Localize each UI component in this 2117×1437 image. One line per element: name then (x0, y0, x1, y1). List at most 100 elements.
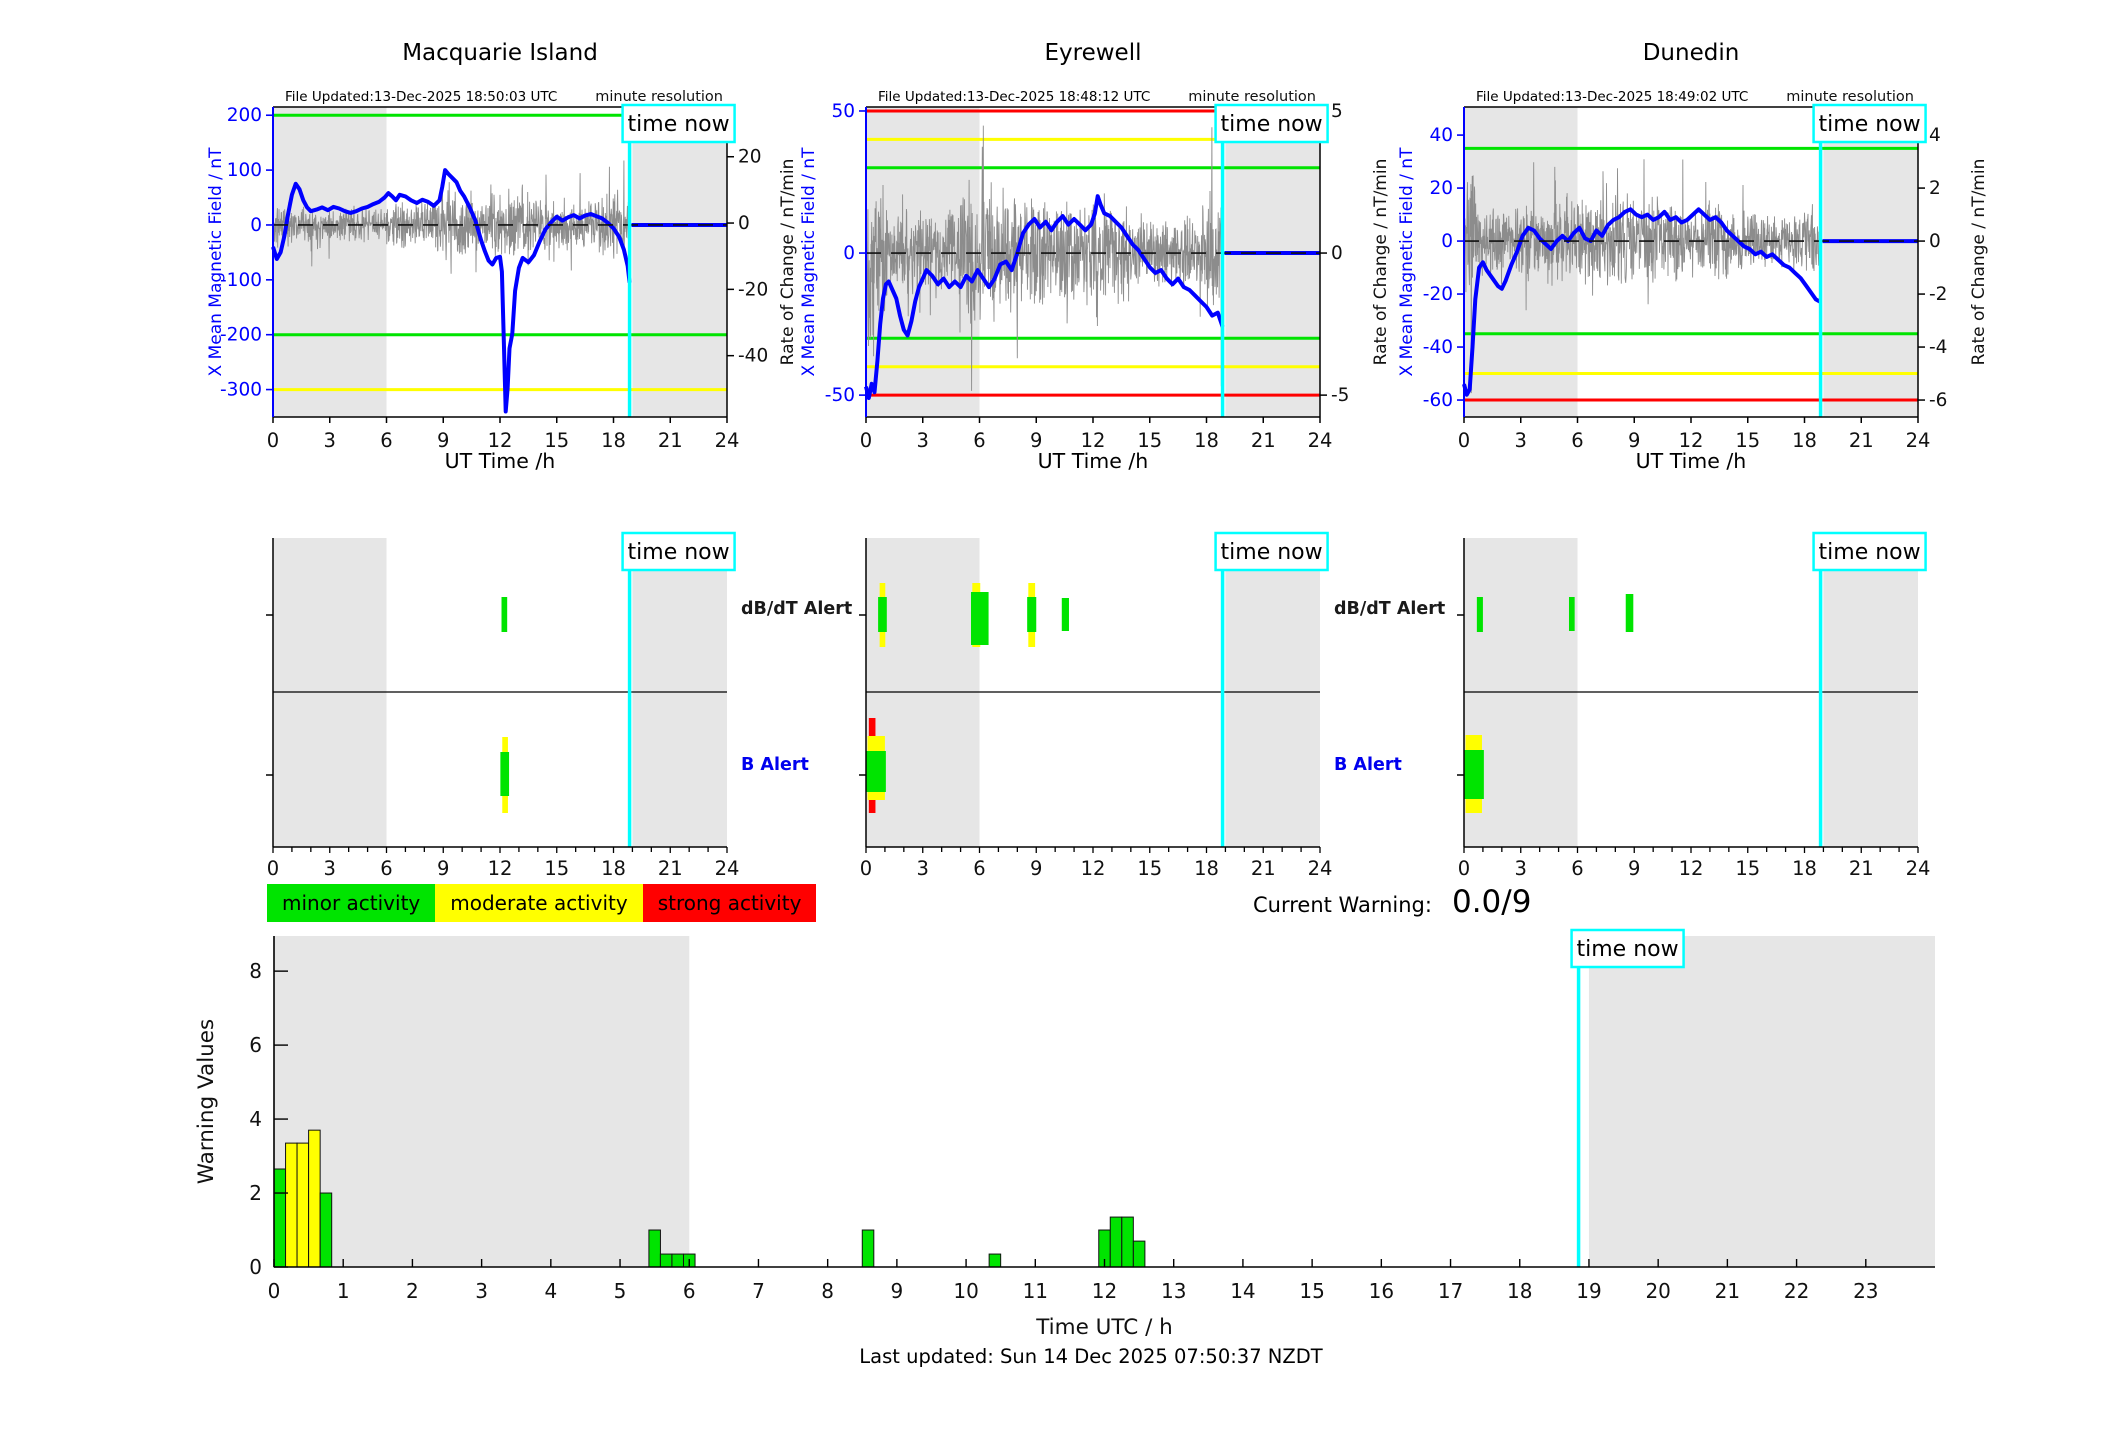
right-axis-title: Rate of Change / nT/min (1371, 159, 1391, 366)
warning-bar (671, 1253, 684, 1268)
x-tick-label: 15 (1735, 857, 1760, 880)
legend-moderate-activity: moderate activity (435, 884, 643, 922)
x-tick-label: 3 (917, 429, 929, 452)
right-axis-title: Rate of Change / nT/min (778, 159, 798, 366)
left-tick-label: -100 (220, 270, 262, 291)
rate-of-change-noise-line (272, 160, 631, 274)
current-warning-label: Current Warning: (1253, 893, 1432, 917)
right-tick-label: -5 (1331, 385, 1349, 406)
x-tick-label: 15 (544, 429, 569, 452)
left-axis-title: X Mean Magnetic Field / nT (206, 147, 226, 377)
x-tick-label: 9 (1030, 857, 1042, 880)
x-tick-label: 18 (1792, 857, 1817, 880)
right-tick-label: 0 (1331, 243, 1343, 264)
right-tick-label: -40 (738, 346, 768, 367)
x-tick-label: 15 (1137, 429, 1162, 452)
file-updated-text: File Updated:13-Dec-2025 18:50:03 UTC (285, 89, 557, 105)
right-tick-label: 4 (1929, 125, 1941, 146)
time-now-box (621, 531, 736, 572)
y-tick-label: 2 (249, 1181, 262, 1205)
x-tick-label: 0 (268, 1279, 281, 1303)
last-updated-text: Last updated: Sun 14 Dec 2025 07:50:37 N… (859, 1345, 1323, 1368)
time-now-box (1214, 103, 1329, 144)
left-tick-label: -20 (1423, 284, 1453, 305)
station-plot-dunedin: 0 3 6 9 12 15 18 21 2440200-20-40-60420-2-4-6Dun… (1397, 40, 1989, 473)
alert-bar-green (1027, 597, 1037, 632)
left-axis-title: X Mean Magnetic Field / nT (799, 147, 819, 377)
time-now-label: time now (628, 112, 730, 137)
x-tick-label: 0 (1458, 857, 1470, 880)
plot-title: Macquarie Island (402, 40, 598, 66)
left-tick-label: 20 (1429, 178, 1453, 199)
x-tick-label: 6 (973, 429, 985, 452)
time-now-box (621, 103, 736, 144)
dbdt-alert-row-label: dB/dT Alert (741, 599, 852, 619)
x-tick-label: 20 (1645, 1279, 1670, 1303)
x-tick-label: 6 (1571, 857, 1583, 880)
left-tick-label: 50 (831, 101, 855, 122)
warning-bar (273, 1168, 287, 1268)
alert-bar-green (878, 597, 887, 632)
warning-bar (861, 1229, 875, 1268)
x-tick-label: 16 (1369, 1279, 1394, 1303)
x-tick-label: 9 (1030, 429, 1042, 452)
y-tick-label: 0 (249, 1255, 262, 1279)
y-tick-label: 4 (249, 1107, 262, 1131)
current-warning: Current Warning: 0.0/9 (1253, 884, 1531, 920)
right-tick-label: 0 (1929, 231, 1941, 252)
x-tick-label: 18 (1792, 429, 1817, 452)
x-tick-label: 6 (380, 429, 392, 452)
x-tick-label: 3 (324, 429, 336, 452)
x-tick-label: 9 (437, 429, 449, 452)
right-tick-label: 20 (738, 147, 762, 168)
x-tick-label: 24 (1308, 429, 1333, 452)
x-tick-label: 19 (1576, 1279, 1601, 1303)
alert-bar-green (866, 751, 886, 792)
x-tick-label: 21 (1849, 429, 1874, 452)
right-tick-label: 2 (1929, 178, 1941, 199)
x-tick-label: 5 (614, 1279, 627, 1303)
x-axis-title: Time UTC / h (1035, 1315, 1173, 1340)
night-shading (273, 107, 387, 417)
warning-bar (285, 1142, 298, 1268)
time-now-box (1214, 531, 1329, 572)
right-axis-title: Rate of Change / nT/min (1969, 159, 1989, 366)
time-now-label: time now (1819, 112, 1921, 137)
warning-bar (659, 1253, 673, 1268)
x-tick-label: 17 (1438, 1279, 1463, 1303)
warning-bar (1109, 1216, 1123, 1268)
x-tick-label: 6 (973, 857, 985, 880)
x-tick-label: 9 (437, 857, 449, 880)
night-shading (632, 107, 727, 417)
x-tick-label: 9 (1628, 429, 1640, 452)
current-warning-value: 0.0/9 (1451, 884, 1532, 920)
x-tick-label: 12 (488, 857, 513, 880)
x-tick-label: 0 (267, 429, 279, 452)
left-tick-label: 0 (250, 215, 262, 236)
file-updated-text: File Updated:13-Dec-2025 18:49:02 UTC (1476, 89, 1748, 105)
dbdt-alert-row-label: dB/dT Alert (1334, 599, 1445, 619)
x-tick-label: 12 (488, 429, 513, 452)
station-plot-macquarie-island: 0 3 6 9 12 15 18 21 242001000-100-200-300200-20-… (206, 40, 798, 473)
y-axis-title: Warning Values (194, 1019, 219, 1184)
right-tick-label: -6 (1929, 390, 1947, 411)
time-now-box (1812, 103, 1927, 144)
alert-panel-macquarie-island: 0 3 6 9 12 15 18 21 24 dB/dT Alert B Alert time now (266, 531, 852, 880)
x-axis-title: UT Time /h (1038, 449, 1149, 473)
left-tick-label: -200 (220, 325, 262, 346)
warning-bar (308, 1129, 321, 1268)
time-now-label: time now (628, 540, 730, 565)
left-tick-label: 200 (227, 105, 262, 126)
time-now-label: time now (1221, 540, 1323, 565)
x-tick-label: 23 (1853, 1279, 1878, 1303)
x-tick-label: 15 (1137, 857, 1162, 880)
alert-panel-eyrewell: 0 3 6 9 12 15 18 21 24 dB/dT Alert B Alert time now (859, 531, 1445, 880)
x-tick-label: 6 (1571, 429, 1583, 452)
x-tick-label: 21 (1251, 857, 1276, 880)
x-tick-label: 0 (860, 857, 872, 880)
x-tick-label: 24 (715, 857, 740, 880)
alert-bar-green (1464, 750, 1484, 799)
x-tick-label: 24 (715, 429, 740, 452)
